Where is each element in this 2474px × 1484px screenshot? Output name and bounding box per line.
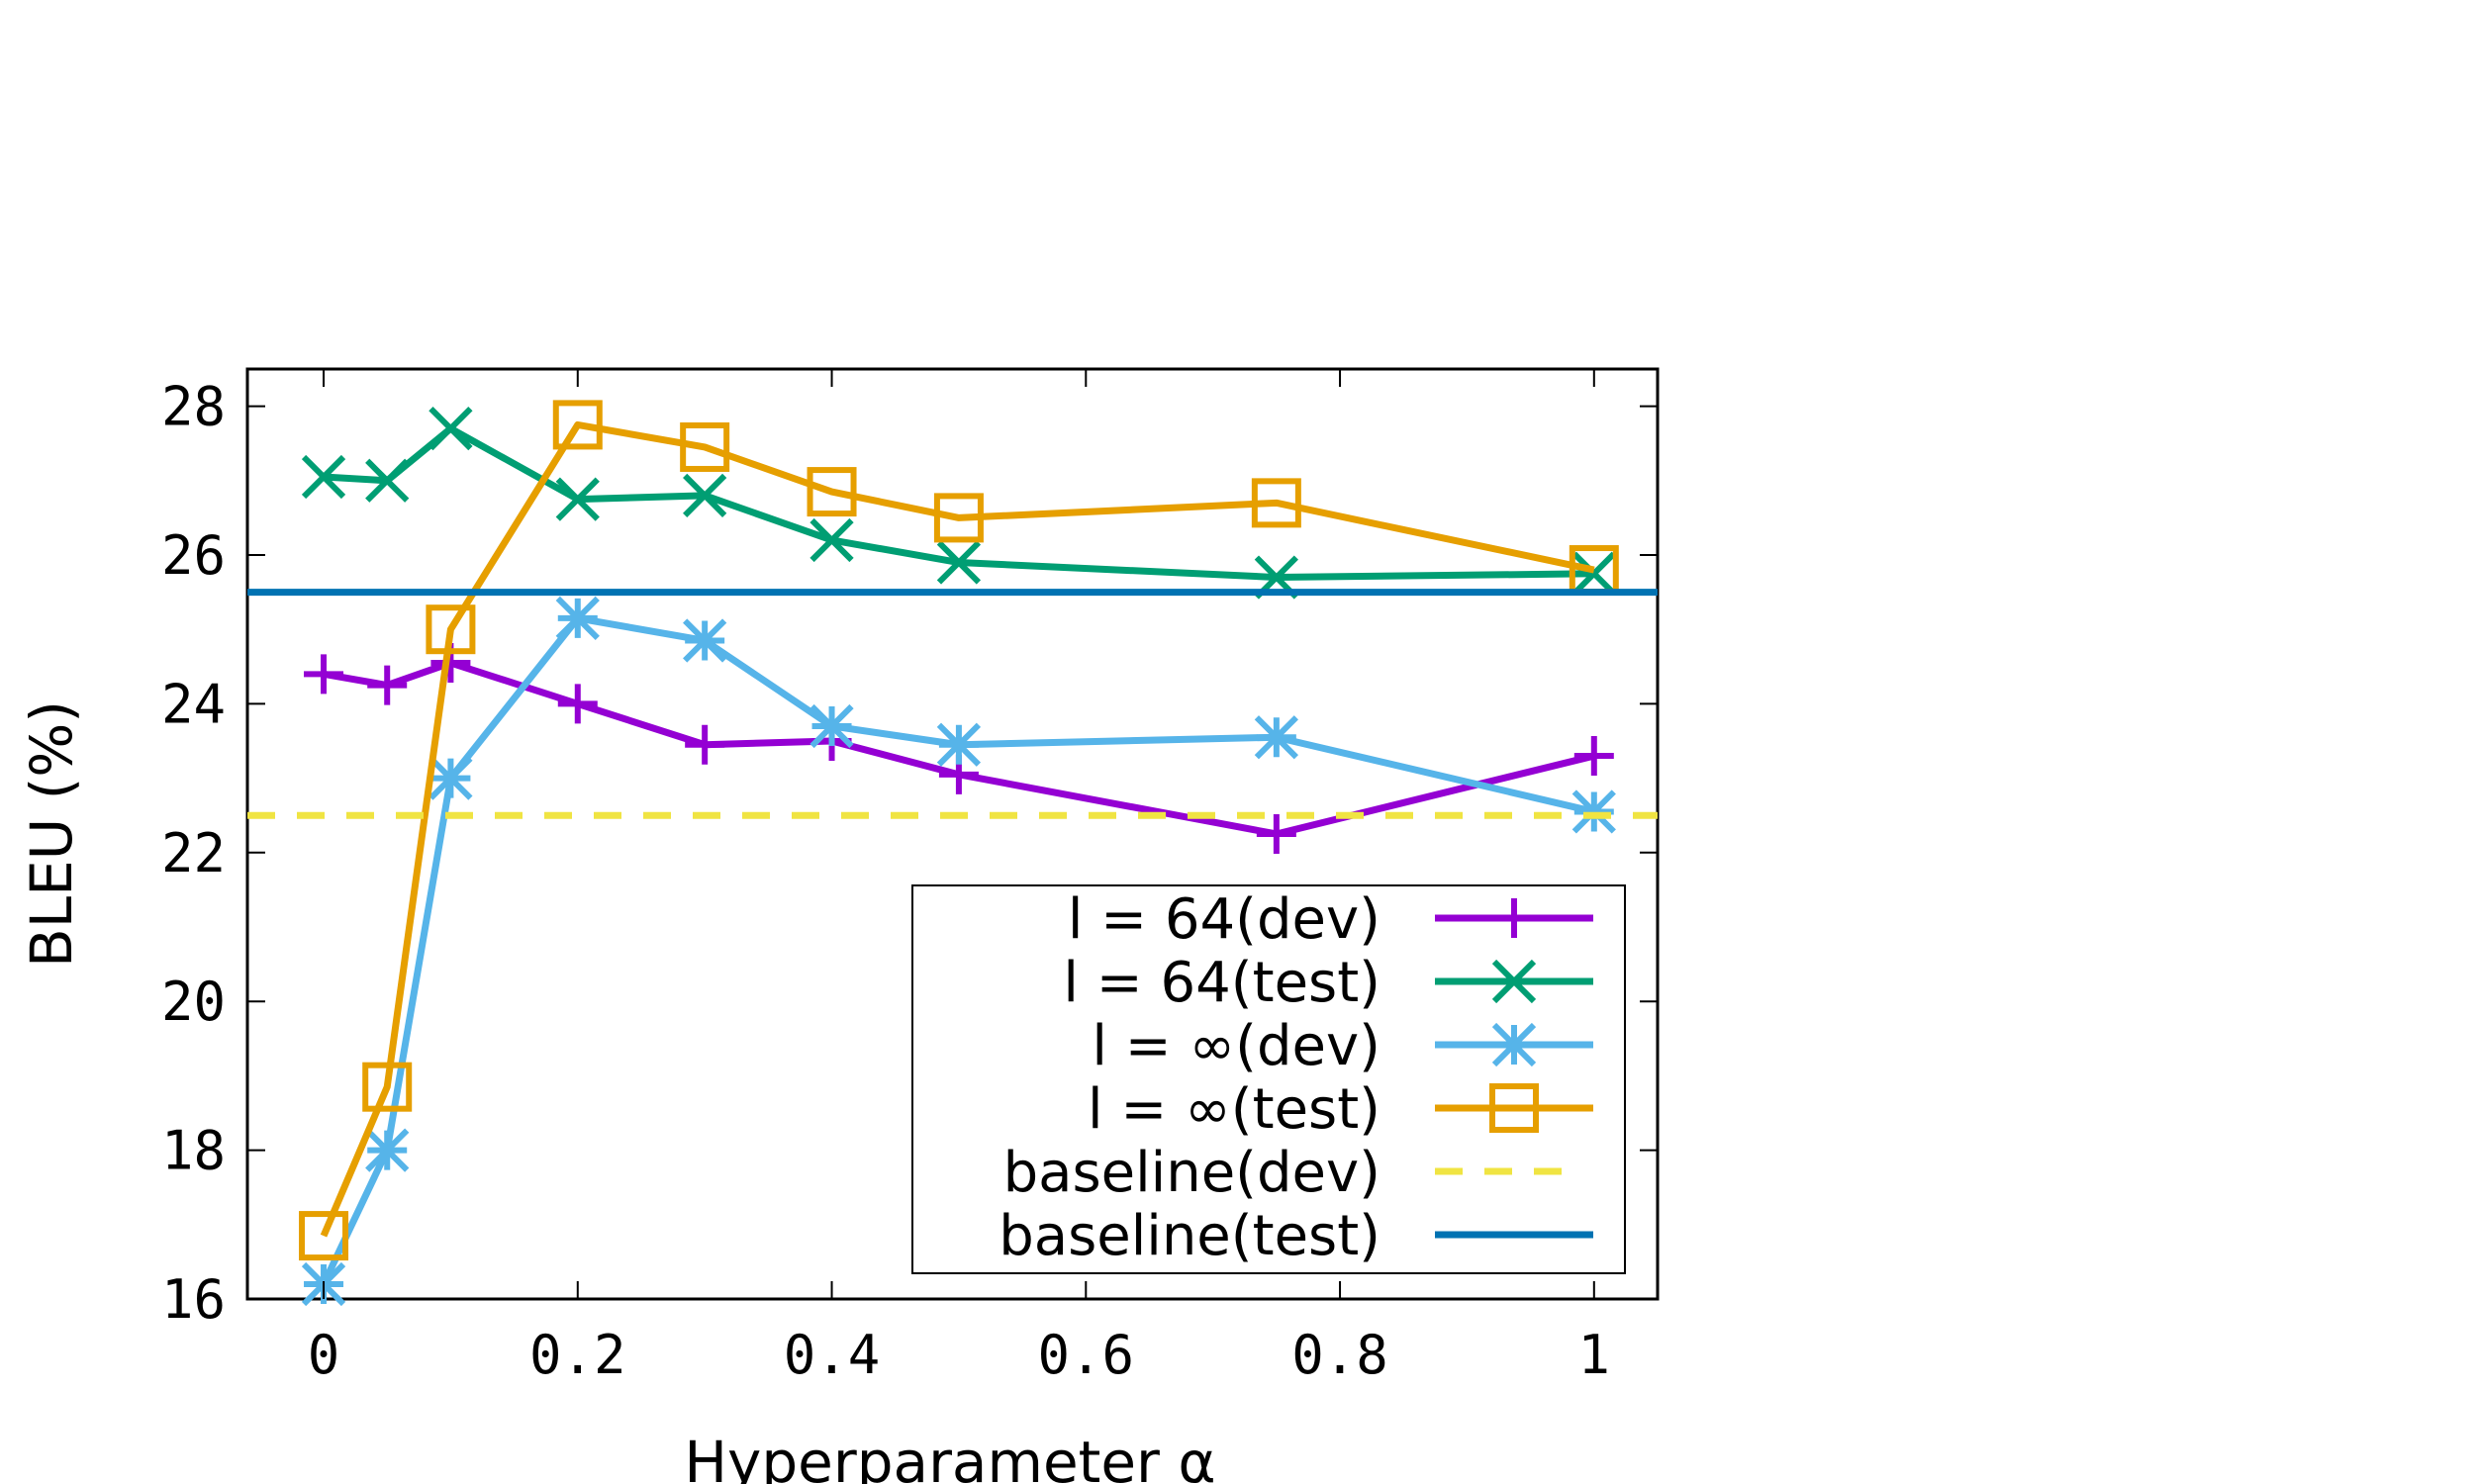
data-point-l-64-dev: [304, 654, 344, 695]
x-axis-title: Hyperparameter α: [684, 1429, 1215, 1484]
data-point-l-64-dev: [557, 684, 598, 724]
y-tick-label: 24: [161, 673, 226, 735]
data-point-l-64-dev: [1573, 736, 1614, 777]
data-point-l-test: [299, 1211, 349, 1261]
data-point-l-dev: [1571, 789, 1616, 834]
data-point-l-64-test: [683, 473, 727, 517]
legend-label: baseline(dev): [1003, 1141, 1380, 1205]
x-tick-label: 0: [308, 1324, 340, 1386]
legend-label: l = ∞(dev): [1092, 1014, 1380, 1078]
data-point-l-64-test: [428, 407, 473, 451]
legend-label: baseline(test): [999, 1204, 1380, 1268]
legend-marker: [1489, 1083, 1539, 1133]
series-line-l-test: [320, 420, 1595, 1238]
x-tick-label: 0.4: [784, 1324, 881, 1386]
y-tick-label: 20: [161, 971, 226, 1033]
y-axis-title: BLEU (%): [18, 700, 85, 968]
legend-label: l = 64(dev): [1068, 887, 1380, 952]
ticks-layer: 0 0.2 0.4 0.6 0.8 1 16 18 20 22 24 26 28: [161, 369, 1658, 1386]
data-point-l-test: [680, 421, 730, 472]
data-point-l-dev: [555, 596, 600, 641]
x-tick-label: 0.8: [1291, 1324, 1388, 1386]
legend: l = 64(dev)l = 64(test)l = ∞(dev)l = ∞(t…: [911, 884, 1626, 1274]
plot-layer: [247, 400, 1658, 1307]
data-point-l-test: [552, 400, 603, 450]
y-tick-label: 22: [161, 822, 226, 884]
y-tick-label: 18: [161, 1120, 226, 1182]
data-point-l-64-dev: [367, 665, 408, 705]
data-point-l-test: [807, 467, 857, 517]
y-tick-label: 16: [161, 1268, 226, 1331]
data-point-l-64-test: [301, 454, 346, 500]
data-point-l-dev: [683, 618, 727, 663]
x-tick-label: 1: [1578, 1324, 1611, 1386]
data-point-l-dev: [428, 756, 473, 800]
legend-box: [911, 884, 1626, 1274]
x-tick-label: 0.6: [1038, 1324, 1135, 1386]
data-point-l-dev: [365, 1128, 410, 1172]
data-point-l-64-test: [365, 458, 410, 503]
data-point-l-dev: [809, 703, 854, 749]
legend-marker: [1494, 898, 1534, 938]
data-point-l-test: [1251, 478, 1301, 528]
data-point-l-64-test: [809, 517, 854, 563]
y-tick-label: 26: [161, 524, 226, 587]
legend-label: l = ∞(test): [1088, 1077, 1380, 1142]
legend-marker: [1491, 959, 1537, 1004]
data-point-l-64-test: [555, 477, 600, 521]
data-point-l-dev: [936, 722, 982, 767]
data-point-l-test: [933, 493, 984, 543]
data-point-l-dev: [1254, 715, 1298, 760]
data-point-l-test: [426, 604, 476, 655]
y-tick-label: 28: [161, 376, 226, 438]
data-point-l-64-test: [1571, 551, 1616, 596]
x-tick-label: 0.2: [529, 1324, 626, 1386]
data-point-l-test: [362, 1062, 413, 1112]
legend-label: l = 64(test): [1063, 951, 1380, 1015]
data-point-l-64-dev: [1256, 814, 1296, 854]
data-point-l-64-test: [936, 540, 982, 585]
data-point-l-64-dev: [685, 724, 725, 765]
legend-marker: [1491, 1022, 1537, 1067]
